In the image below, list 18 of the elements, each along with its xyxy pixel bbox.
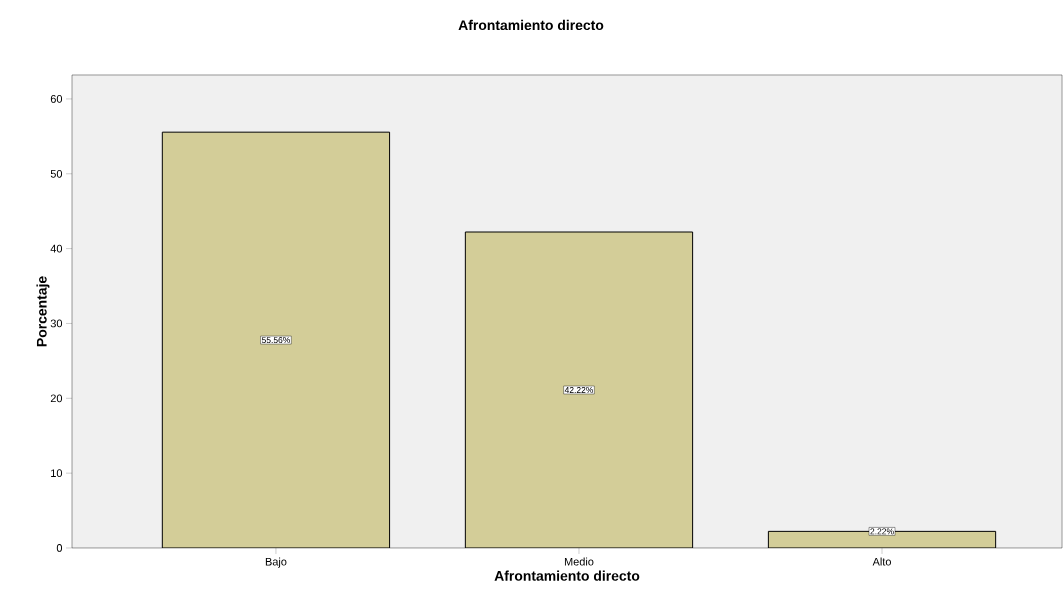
- y-axis-title: Porcentaje: [36, 276, 50, 347]
- data-label: 42.22%: [564, 387, 594, 393]
- y-tick-label: 10: [51, 469, 63, 478]
- chart-title: Afrontamiento directo: [458, 19, 604, 31]
- x-axis-title: Afrontamiento directo: [494, 570, 640, 581]
- y-tick-label: 60: [50, 95, 63, 103]
- y-tick-label: 20: [50, 394, 63, 403]
- y-tick-label: 50: [50, 169, 63, 178]
- bar: [162, 132, 390, 548]
- y-tick-label: 0: [56, 544, 63, 552]
- y-tick-label: 40: [50, 244, 63, 253]
- data-label: 55.56%: [261, 337, 291, 344]
- y-tick-label: 30: [50, 319, 63, 328]
- x-tick-label: Medio: [564, 557, 594, 566]
- data-label: 2.22%: [870, 528, 894, 535]
- bar: [464, 231, 694, 548]
- x-tick-label: Alto: [872, 557, 891, 566]
- x-tick-label: Bajo: [265, 557, 287, 568]
